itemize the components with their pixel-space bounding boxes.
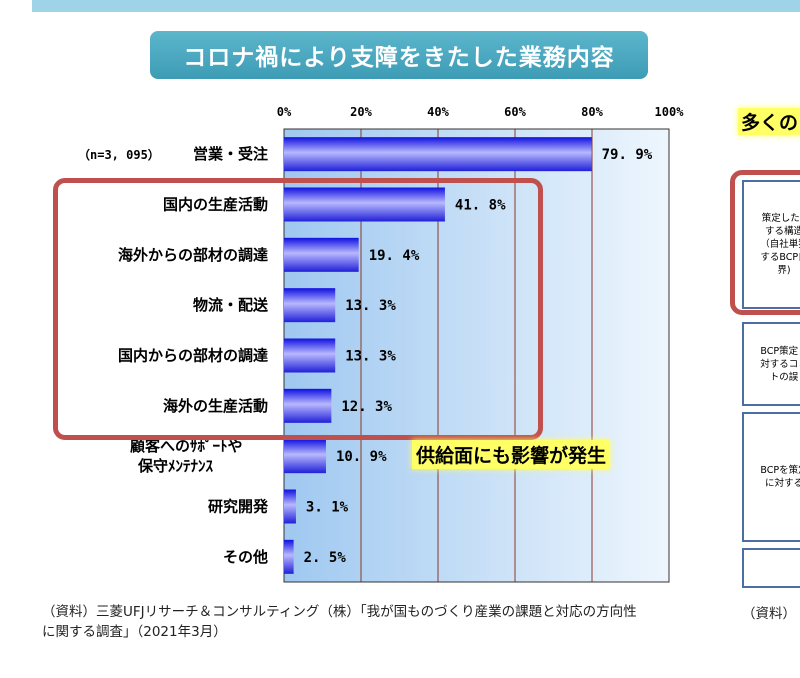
supply-highlight-box [53, 178, 543, 440]
x-tick-label: 100% [655, 105, 685, 119]
data-label: 79. 9% [602, 147, 653, 163]
category-label: 営業・受注 [193, 145, 268, 163]
bar [284, 489, 296, 524]
data-label: 3. 1% [306, 500, 349, 516]
bar [284, 388, 332, 423]
data-label: 13. 3% [345, 349, 396, 365]
right-source: （資料） [742, 606, 796, 622]
x-tick-label: 20% [350, 105, 372, 119]
x-tick-label: 80% [581, 105, 603, 119]
bar [284, 539, 294, 574]
bar [284, 237, 359, 272]
x-tick-label: 40% [427, 105, 449, 119]
category-label: 海外からの部材の調達 [118, 246, 268, 264]
data-label: 10. 9% [336, 449, 387, 465]
x-tick-label: 60% [504, 105, 526, 119]
category-label: 国内からの部材の調達 [118, 347, 268, 365]
right-box-1: 策定したB する構造 （自社単独 するBCP自 界) [742, 180, 800, 309]
category-label: 物流・配送 [193, 296, 269, 314]
right-box-2: BCP策定・ 対するコミ トの誤 [742, 322, 800, 406]
source-note: （資料）三菱UFJリサーチ＆コンサルティング（株）「我が国ものづくり産業の課題と… [42, 604, 637, 640]
right-highlight-box [730, 170, 800, 315]
category-label: 顧客へのｻﾎﾟｰﾄや [130, 437, 243, 455]
bar [284, 137, 592, 172]
data-label: 13. 3% [345, 298, 396, 314]
bar [284, 338, 336, 373]
data-label: 2. 5% [304, 550, 347, 566]
category-label: その他 [223, 548, 268, 566]
data-label: 19. 4% [369, 248, 420, 264]
bar [284, 439, 326, 474]
data-label: 12. 3% [341, 399, 392, 415]
right-panel-heading: 多くの [738, 108, 800, 135]
data-label: 41. 8% [455, 198, 506, 214]
category-label: 海外の生産活動 [163, 397, 268, 415]
bar [284, 187, 445, 222]
x-tick-label: 0% [277, 105, 292, 119]
category-label: 研究開発 [208, 498, 269, 516]
category-label: 保守ﾒﾝﾃﾅﾝｽ [137, 457, 214, 475]
category-label: 国内の生産活動 [163, 196, 268, 214]
supply-annotation: 供給面にも影響が発生 [412, 440, 611, 469]
right-box-4 [742, 548, 800, 588]
bar [284, 288, 336, 323]
right-box-3: BCPを策定 に対する [742, 412, 800, 542]
sample-size-note: （n=3, 095） [78, 147, 160, 162]
top-banner [32, 0, 800, 12]
chart-title: コロナ禍により支障をきたした業務内容 [150, 31, 648, 79]
